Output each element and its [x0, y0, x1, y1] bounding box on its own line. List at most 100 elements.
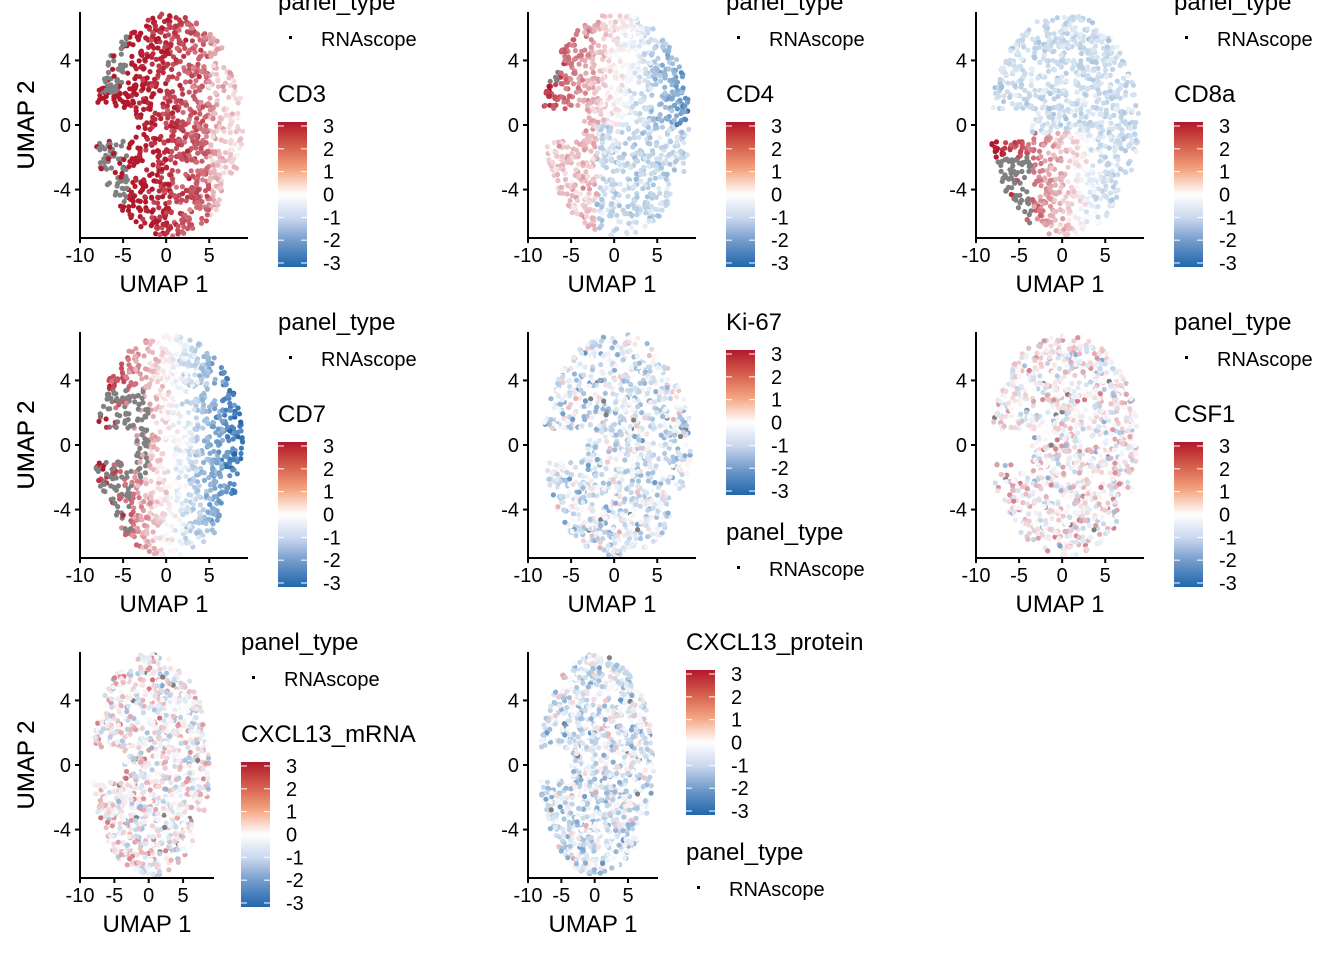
- data-point: [204, 528, 210, 534]
- data-point: [125, 356, 131, 363]
- data-point: [596, 85, 602, 91]
- data-point: [1017, 153, 1023, 159]
- data-point: [612, 19, 619, 25]
- data-point: [633, 176, 639, 182]
- data-point: [96, 460, 102, 466]
- data-point: [151, 444, 157, 450]
- data-point: [1000, 175, 1006, 181]
- data-point: [118, 174, 124, 180]
- data-point: [572, 70, 578, 76]
- data-point: [215, 77, 221, 83]
- data-point: [227, 400, 233, 406]
- colorbar-tick-label: 1: [323, 162, 334, 184]
- data-point: [137, 465, 143, 471]
- data-point: [1036, 148, 1043, 154]
- data-point: [202, 371, 208, 377]
- data-point: [150, 529, 156, 535]
- data-point: [215, 162, 221, 168]
- data-point: [1063, 125, 1069, 132]
- data-point: [208, 37, 214, 44]
- data-point: [143, 492, 149, 499]
- data-point: [598, 158, 604, 164]
- data-point: [171, 547, 177, 554]
- data-point: [121, 199, 127, 205]
- data-point: [143, 374, 149, 380]
- data-point: [175, 223, 181, 229]
- data-point: [610, 168, 616, 174]
- data-point: [123, 400, 130, 407]
- data-point: [146, 87, 152, 93]
- data-point: [631, 39, 637, 45]
- data-point: [1050, 143, 1056, 149]
- data-point: [238, 445, 244, 451]
- data-point: [1020, 160, 1026, 166]
- data-point: [100, 403, 107, 409]
- data-point: [222, 150, 229, 156]
- y-tick-label: 0: [60, 435, 71, 457]
- data-point: [138, 504, 144, 510]
- data-point: [1039, 90, 1045, 96]
- data-point: [177, 538, 183, 545]
- data-point: [1093, 59, 1099, 66]
- data-point: [231, 164, 237, 170]
- data-point: [163, 120, 169, 126]
- data-point: [1065, 179, 1071, 185]
- data-point: [150, 51, 156, 57]
- data-point: [602, 23, 609, 30]
- data-point: [592, 108, 598, 114]
- data-point: [126, 369, 132, 375]
- data-point: [1130, 82, 1136, 88]
- data-point: [588, 148, 594, 154]
- data-point: [175, 98, 181, 104]
- data-point: [575, 102, 581, 108]
- data-point: [214, 517, 220, 523]
- data-point: [129, 53, 135, 60]
- data-point: [637, 26, 643, 32]
- data-point: [663, 199, 669, 206]
- x-axis-label: UMAP 1: [568, 271, 657, 298]
- data-point: [185, 70, 191, 76]
- data-point: [147, 510, 153, 516]
- data-point: [198, 377, 204, 383]
- data-point: [152, 76, 158, 82]
- x-tick-label: 5: [204, 245, 215, 267]
- data-point: [223, 381, 229, 387]
- data-point: [148, 101, 154, 107]
- data-point: [603, 134, 609, 141]
- data-point: [158, 133, 164, 140]
- data-point: [204, 53, 210, 60]
- data-point: [222, 412, 228, 418]
- data-point: [187, 79, 193, 85]
- data-point: [1012, 180, 1018, 186]
- data-point: [1078, 206, 1084, 212]
- data-point: [183, 437, 189, 443]
- data-point: [640, 186, 646, 192]
- data-point: [1007, 94, 1013, 100]
- x-tick-label: 0: [161, 565, 172, 587]
- data-point: [1047, 36, 1053, 42]
- data-point: [591, 207, 598, 213]
- data-point: [571, 56, 578, 62]
- data-point: [631, 203, 637, 210]
- data-point: [189, 25, 195, 31]
- data-point: [102, 77, 108, 83]
- data-point: [156, 205, 162, 211]
- data-point: [164, 332, 170, 338]
- y-tick-label: 4: [60, 50, 71, 72]
- data-point: [163, 125, 170, 131]
- data-point: [662, 72, 669, 78]
- data-point: [629, 63, 636, 69]
- data-point: [608, 157, 615, 163]
- data-point: [218, 181, 224, 187]
- data-point: [223, 112, 229, 118]
- data-point: [184, 507, 190, 513]
- data-point: [164, 350, 170, 356]
- data-point: [581, 147, 588, 153]
- data-point: [583, 195, 589, 201]
- data-point: [168, 209, 174, 216]
- data-point: [1109, 66, 1116, 72]
- data-point: [1026, 168, 1032, 174]
- data-point: [181, 361, 187, 367]
- data-point: [590, 56, 596, 62]
- data-point: [238, 419, 244, 425]
